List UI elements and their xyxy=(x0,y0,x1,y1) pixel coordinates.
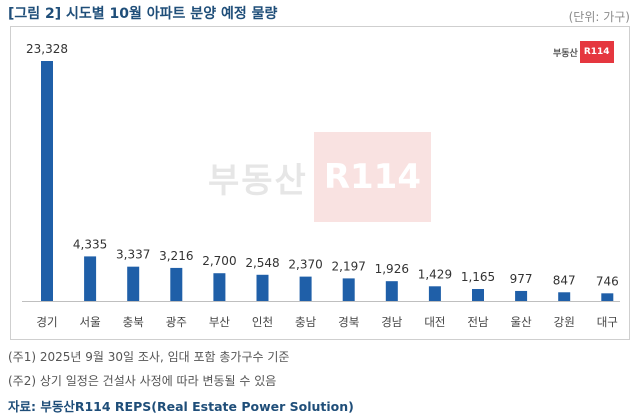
category-label-4: 부산 xyxy=(209,315,231,329)
data-label-4: 2,700 xyxy=(202,254,236,268)
brand-logo: 부동산 R114 xyxy=(553,40,614,64)
bar-chart: 23,328 경기 4,335 서울 3,337 충북 3,216 광주 2,700 부산 2,54… xyxy=(22,42,620,329)
category-label-10: 전남 xyxy=(467,315,489,329)
data-label-12: 847 xyxy=(553,273,576,287)
bar-10 xyxy=(472,289,484,301)
logo-text: 부동산 xyxy=(553,48,578,59)
bar-1 xyxy=(84,256,97,301)
data-label-13: 746 xyxy=(596,274,619,288)
bar-2 xyxy=(127,266,140,301)
chart-title: [그림 2] 시도별 10월 아파트 분양 예정 물량 xyxy=(8,6,278,22)
footnote-1: (주1) 2025년 9월 30일 조사, 임대 포함 총가구수 기준 xyxy=(8,350,290,364)
bar-6 xyxy=(299,276,312,301)
unit-label: (단위: 가구) xyxy=(568,10,630,24)
bar-11 xyxy=(515,290,528,301)
data-label-6: 2,370 xyxy=(288,258,322,272)
bar-3 xyxy=(170,267,183,301)
category-label-6: 충남 xyxy=(295,315,317,329)
data-label-9: 1,429 xyxy=(418,267,452,281)
data-label-0: 23,328 xyxy=(26,42,68,56)
source-line: 자료: 부동산R114 REPS(Real Estate Power Solut… xyxy=(8,399,354,414)
data-label-8: 1,926 xyxy=(375,262,409,276)
category-label-2: 충북 xyxy=(123,315,144,329)
bar-4 xyxy=(213,273,226,301)
logo-box: R114 xyxy=(579,41,614,63)
data-label-2: 3,337 xyxy=(116,248,150,262)
category-label-9: 대전 xyxy=(424,315,445,329)
data-label-7: 2,197 xyxy=(332,259,366,273)
data-label-10: 1,165 xyxy=(461,270,495,284)
category-label-12: 강원 xyxy=(554,315,575,329)
data-label-1: 4,335 xyxy=(73,237,107,251)
data-label-3: 3,216 xyxy=(159,249,193,263)
category-label-11: 울산 xyxy=(511,315,533,329)
category-label-5: 인천 xyxy=(252,315,273,329)
data-label-11: 977 xyxy=(510,272,533,286)
category-label-13: 대구 xyxy=(597,315,618,329)
category-label-0: 경기 xyxy=(36,315,57,329)
category-label-7: 경북 xyxy=(338,315,359,329)
chart-frame xyxy=(10,26,630,340)
bar-0 xyxy=(41,61,53,301)
bar-5 xyxy=(256,274,269,301)
data-label-5: 2,548 xyxy=(245,256,279,270)
category-label-1: 서울 xyxy=(80,315,101,329)
bar-7 xyxy=(342,278,355,301)
footnote-2: (주2) 상기 일정은 건설사 사정에 따라 변동될 수 있음 xyxy=(8,374,277,388)
bar-8 xyxy=(385,281,398,301)
category-label-3: 광주 xyxy=(166,315,187,329)
bar-9 xyxy=(428,286,441,301)
bar-13 xyxy=(601,293,614,301)
bar-12 xyxy=(558,292,571,301)
category-label-8: 경남 xyxy=(381,315,403,329)
